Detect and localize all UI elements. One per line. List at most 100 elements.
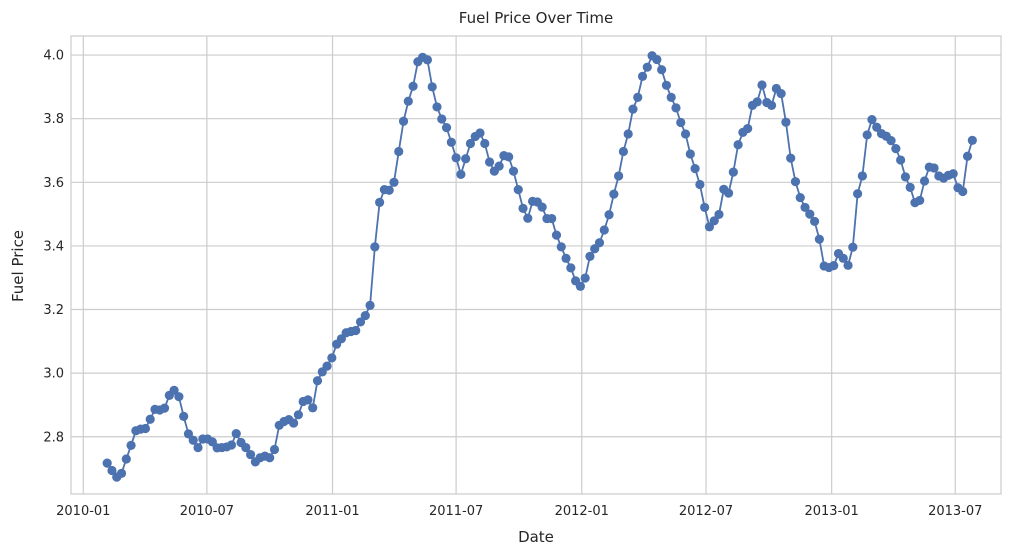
tick-label-layer: 2.8 3.0 3.2 3.4 3.6 3.8 4.0 2010-01 2010-07 2011-… (43, 49, 982, 519)
data-point (159, 403, 170, 413)
data-point (293, 410, 303, 420)
data-point (848, 242, 858, 252)
data-point (714, 209, 724, 220)
data-point (661, 80, 672, 90)
data-point (766, 100, 777, 110)
data-point (781, 117, 791, 127)
data-point (441, 123, 452, 133)
data-point (690, 164, 700, 174)
data-point (126, 440, 136, 450)
data-point (102, 458, 112, 468)
x-tick-label: 2012-01 (555, 504, 609, 519)
data-point (145, 414, 155, 424)
data-point (322, 361, 332, 371)
data-point (642, 62, 652, 72)
data-point (446, 137, 456, 147)
data-point (853, 189, 863, 199)
data-point (800, 202, 810, 213)
y-tick-label: 3.2 (43, 303, 64, 318)
data-point (484, 157, 495, 167)
data-point (752, 97, 762, 107)
x-tick-label: 2012-07 (679, 504, 733, 519)
y-tick-label: 3.4 (43, 239, 64, 254)
data-point (116, 468, 127, 478)
data-point (523, 213, 533, 223)
data-point (140, 423, 151, 434)
data-point (733, 140, 743, 150)
data-point (709, 216, 719, 226)
data-point (384, 185, 394, 195)
x-tick-label: 2013-01 (804, 504, 858, 519)
data-point (857, 171, 867, 181)
data-point (728, 167, 738, 177)
data-point (241, 442, 251, 453)
data-point (886, 136, 896, 146)
data-point (575, 281, 585, 291)
data-point (183, 429, 194, 439)
data-point (432, 102, 442, 112)
data-point (461, 154, 471, 164)
chart-title: Fuel Price Over Time (459, 9, 613, 27)
data-point (547, 213, 557, 224)
data-point (685, 149, 695, 159)
x-tick-label: 2013-07 (928, 504, 982, 519)
data-point (580, 273, 590, 283)
data-point (680, 129, 691, 139)
data-point (451, 153, 461, 163)
data-point (776, 88, 786, 99)
data-point (480, 138, 490, 149)
data-point (437, 114, 447, 124)
data-point (303, 395, 313, 405)
data-point (327, 353, 337, 363)
data-point (809, 216, 820, 227)
data-point (193, 442, 203, 453)
data-point (896, 155, 906, 165)
data-point (695, 179, 705, 190)
data-point (518, 203, 528, 213)
data-point (265, 453, 275, 463)
data-point (508, 166, 519, 176)
data-point (556, 242, 566, 252)
data-point (872, 122, 882, 132)
data-point (494, 161, 504, 171)
data-point (633, 92, 643, 102)
data-point (269, 444, 280, 455)
data-point (900, 172, 911, 182)
data-point (599, 225, 609, 235)
data-point (174, 392, 184, 402)
data-point (465, 138, 476, 149)
data-point (604, 210, 614, 220)
data-point (537, 202, 547, 212)
data-point (179, 411, 189, 421)
data-point (245, 449, 256, 460)
data-point (676, 117, 686, 128)
data-point (805, 209, 815, 219)
data-point (360, 310, 370, 321)
data-point (915, 195, 925, 206)
x-tick-label: 2010-07 (180, 504, 234, 519)
data-point (566, 263, 576, 273)
data-point (504, 152, 514, 162)
data-point (398, 116, 409, 126)
x-tick-label: 2011-07 (429, 504, 483, 519)
data-point (594, 238, 605, 248)
y-tick-label: 3.0 (43, 367, 64, 382)
data-point (843, 260, 853, 270)
data-point (561, 253, 571, 263)
data-point (475, 128, 485, 138)
data-point (867, 115, 877, 125)
data-point (652, 54, 662, 65)
data-point (838, 253, 848, 263)
data-point (231, 428, 241, 439)
data-point (919, 176, 930, 186)
data-point (905, 182, 915, 192)
series-layer (102, 51, 977, 482)
data-point (375, 197, 385, 207)
data-point (795, 192, 805, 203)
data-point (403, 96, 413, 106)
data-point (355, 317, 366, 327)
data-point (948, 169, 958, 179)
